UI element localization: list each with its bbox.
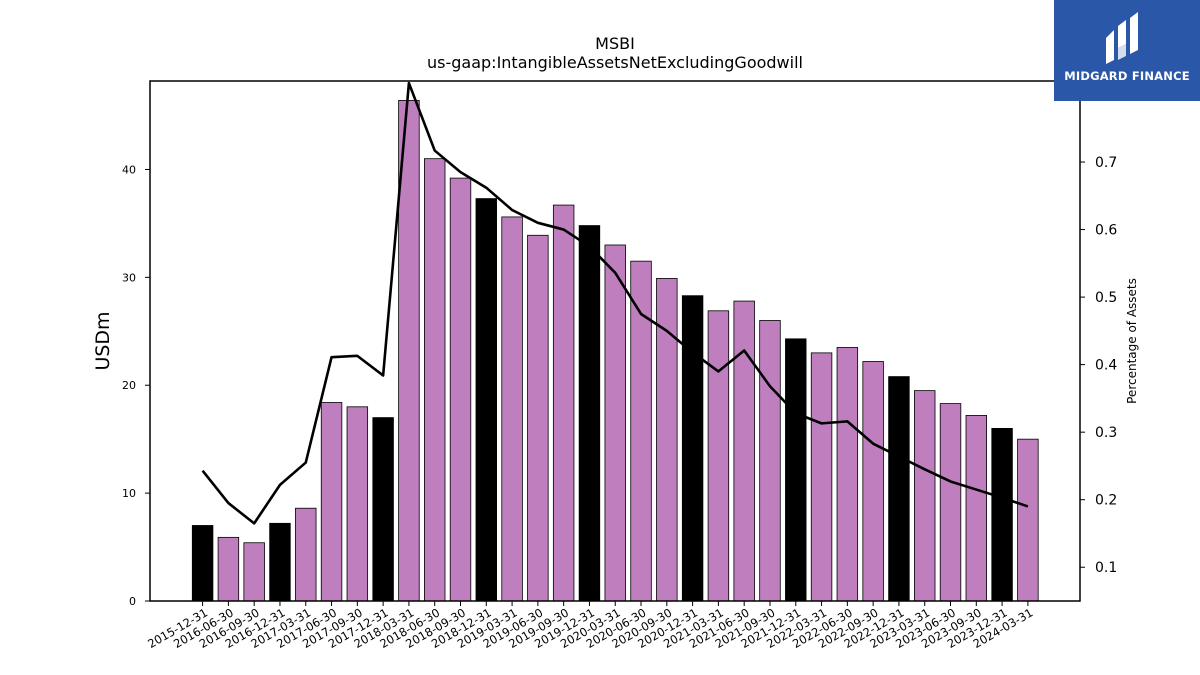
bar <box>269 522 291 602</box>
bar <box>372 417 394 602</box>
y2-tick-label: 0.6 <box>1095 223 1117 239</box>
bar <box>552 204 575 602</box>
x-axis: 2015-12-312016-06-302016-09-302016-12-31… <box>145 601 1035 651</box>
chart-title: MSBI <box>595 34 635 53</box>
y2-tick-label: 0.4 <box>1095 358 1117 374</box>
bar <box>759 320 781 602</box>
right-axis: 0.10.20.30.40.50.60.70.8 <box>1080 88 1117 576</box>
midgard-finance-logo: MIDGARD FINANCE <box>1054 0 1200 101</box>
bar <box>501 216 523 602</box>
bar <box>1017 438 1039 602</box>
y2-axis-label: Percentage of Assets <box>1125 278 1139 404</box>
y-tick-label: 10 <box>122 487 136 500</box>
y2-tick-label: 0.7 <box>1095 155 1117 171</box>
bar <box>681 295 704 602</box>
bars-layer <box>191 100 1039 602</box>
bar <box>295 507 317 602</box>
bar <box>217 536 240 602</box>
bar <box>191 525 214 602</box>
bar <box>991 427 1013 602</box>
line-layer <box>201 81 1029 525</box>
bar <box>810 352 833 602</box>
bar <box>965 415 988 602</box>
bar <box>475 198 497 602</box>
bar <box>243 542 265 602</box>
bar <box>604 244 626 602</box>
bar <box>449 177 472 602</box>
y-tick-label: 0 <box>129 595 136 608</box>
bar <box>914 390 936 602</box>
bar <box>836 347 859 602</box>
left-axis: 0 10 20 30 40 <box>122 163 150 608</box>
logo-text: MIDGARD FINANCE <box>1064 69 1190 83</box>
bar <box>578 225 601 602</box>
bar <box>707 310 730 602</box>
bar <box>862 361 884 602</box>
bar <box>939 403 962 602</box>
bar <box>888 376 910 602</box>
chart-subtitle: us-gaap:IntangibleAssetsNetExcludingGood… <box>427 53 803 72</box>
bar <box>424 158 446 602</box>
y-axis-label: USDm <box>92 311 114 370</box>
bar <box>320 402 343 602</box>
percentage-line <box>201 81 1029 525</box>
y2-tick-label: 0.3 <box>1095 425 1117 441</box>
y2-tick-label: 0.2 <box>1095 493 1117 509</box>
y2-tick-label: 0.5 <box>1095 290 1117 306</box>
y-tick-label: 40 <box>122 163 136 176</box>
logo-mark-icon <box>1106 12 1138 64</box>
y-tick-label: 20 <box>122 379 136 392</box>
bar <box>346 406 369 602</box>
y2-tick-label: 0.1 <box>1095 560 1117 576</box>
bar <box>527 234 549 602</box>
y-tick-label: 30 <box>122 271 136 284</box>
bar <box>785 338 807 602</box>
bar <box>733 300 755 602</box>
